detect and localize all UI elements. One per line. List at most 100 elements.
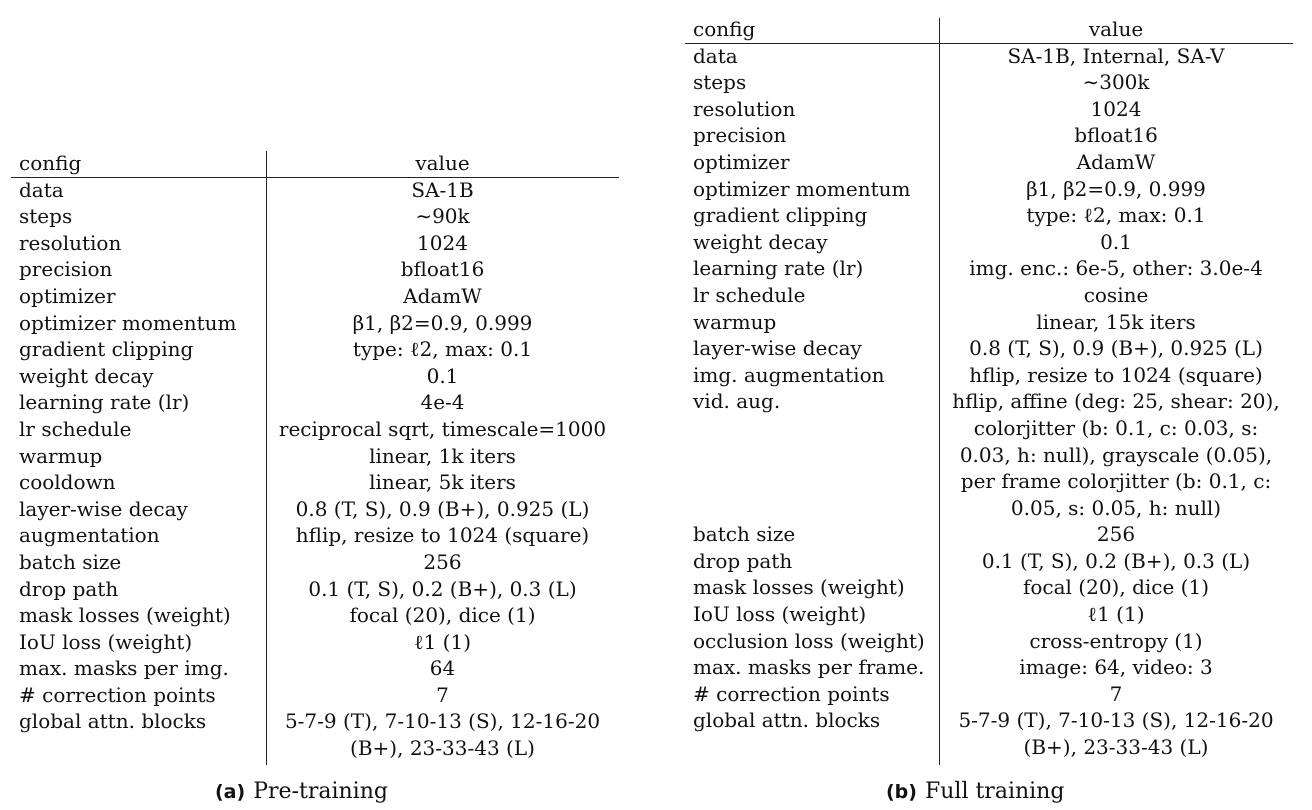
config-value: 7 — [436, 682, 449, 707]
table-row: data SA-1B — [11, 177, 619, 204]
config-key: resolution — [19, 230, 122, 255]
table-row: optimizer momentum β1, β2=0.9, 0.999 — [11, 310, 619, 337]
config-key: steps — [19, 204, 73, 229]
config-value: 0.1 — [426, 363, 459, 388]
table-body: data SA-1B steps ∼90k resolution 1024 precisio… — [11, 177, 619, 762]
config-key: IoU loss (weight) — [693, 602, 867, 627]
table-row: data SA-1B, Internal, SA-V — [685, 43, 1293, 70]
config-key: drop path — [19, 576, 119, 601]
config-key: data — [693, 43, 738, 68]
config-key: layer-wise decay — [19, 496, 188, 521]
config-key — [685, 468, 939, 495]
column-divider — [939, 18, 941, 765]
table-row: resolution 1024 — [11, 230, 619, 257]
config-key — [685, 495, 939, 522]
table-row: img. augmentation hflip, resize to 1024 (… — [685, 362, 1293, 389]
config-key: gradient clipping — [693, 203, 868, 228]
config-key: img. augmentation — [693, 362, 885, 387]
table-full-training: config value data SA-1B, Internal, SA-V st… — [685, 16, 1293, 761]
config-key: lr schedule — [693, 282, 806, 307]
config-value: 0.03, h: null), grayscale (0.05), — [959, 442, 1273, 467]
config-value: per frame colorjitter (b: 0.1, c: — [960, 469, 1272, 494]
header-rule — [685, 43, 1293, 45]
table-row: optimizer AdamW — [11, 283, 619, 310]
config-key: max. masks per img. — [19, 656, 229, 681]
config-value: 0.05, s: 0.05, h: null) — [1010, 495, 1222, 520]
config-key: warmup — [19, 443, 103, 468]
config-key — [685, 442, 939, 469]
config-key: layer-wise decay — [693, 336, 862, 361]
caption-label: (a) — [215, 781, 246, 803]
config-value: cosine — [1083, 282, 1149, 307]
config-key — [11, 735, 266, 762]
config-value: 5-7-9 (T), 7-10-13 (S), 12-16-20 — [284, 709, 601, 734]
config-key: data — [19, 177, 64, 202]
config-value: hflip, resize to 1024 (square) — [295, 523, 590, 548]
config-value: linear, 1k iters — [369, 443, 516, 468]
header-config: config — [19, 151, 82, 175]
caption-text: Full training — [924, 779, 1065, 804]
config-value: image: 64, video: 3 — [1019, 655, 1213, 680]
table-row: drop path 0.1 (T, S), 0.2 (B+), 0.3 (L) — [11, 576, 619, 603]
config-value: 256 — [423, 549, 462, 574]
table-row: warmup linear, 1k iters — [11, 443, 619, 470]
config-key: weight decay — [693, 229, 828, 254]
config-value: hflip, resize to 1024 (square) — [969, 362, 1263, 387]
config-key: augmentation — [19, 523, 160, 548]
table-row: mask losses (weight) focal (20), dice (1) — [685, 574, 1293, 601]
config-key: learning rate (lr) — [19, 390, 190, 415]
table-header: config value — [685, 16, 1293, 43]
config-value: 1024 — [417, 230, 468, 255]
table-row: warmup linear, 15k iters — [685, 309, 1293, 336]
table-row: augmentation hflip, resize to 1024 (squar… — [11, 522, 619, 549]
config-value: 0.1 (T, S), 0.2 (B+), 0.3 (L) — [981, 548, 1251, 573]
config-key: warmup — [693, 309, 777, 334]
config-value: 0.1 — [1100, 229, 1132, 254]
header-config: config — [693, 17, 756, 41]
table-row: gradient clipping type: ℓ2, max: 0.1 — [11, 336, 619, 363]
table-row: optimizer momentum β1, β2=0.9, 0.999 — [685, 176, 1293, 203]
config-value: AdamW — [1076, 149, 1156, 174]
table-row: weight decay 0.1 — [11, 363, 619, 390]
caption-text: Pre-training — [253, 779, 388, 804]
config-key: # correction points — [19, 682, 216, 707]
table-row: lr schedule cosine — [685, 282, 1293, 309]
table-body: data SA-1B, Internal, SA-V steps ∼300k resol… — [685, 43, 1293, 761]
config-value: linear, 15k iters — [1036, 309, 1196, 334]
config-value: 5-7-9 (T), 7-10-13 (S), 12-16-20 — [958, 708, 1274, 733]
config-value: SA-1B — [411, 177, 474, 202]
config-value: AdamW — [403, 283, 482, 308]
config-value: SA-1B, Internal, SA-V — [1007, 43, 1225, 68]
config-value: focal (20), dice (1) — [349, 603, 536, 628]
config-value: β1, β2=0.9, 0.999 — [1026, 176, 1206, 201]
table-row: IoU loss (weight) ℓ1 (1) — [11, 629, 619, 656]
config-key: optimizer momentum — [693, 176, 911, 201]
table-row: precision bfloat16 — [685, 122, 1293, 149]
table-header: config value — [11, 150, 619, 177]
config-value: type: ℓ2, max: 0.1 — [352, 337, 533, 362]
header-value: value — [415, 151, 470, 175]
table-row: steps ∼300k — [685, 69, 1293, 96]
config-value: linear, 5k iters — [369, 470, 516, 495]
table-row: gradient clipping type: ℓ2, max: 0.1 — [685, 202, 1293, 229]
caption-pre-training: (a) Pre-training — [215, 779, 388, 804]
config-key: precision — [693, 123, 787, 148]
table-row: cooldown linear, 5k iters — [11, 469, 619, 496]
config-key: mask losses (weight) — [19, 603, 231, 628]
table-row: layer-wise decay 0.8 (T, S), 0.9 (B+), 0.… — [11, 496, 619, 523]
table-row: mask losses (weight) focal (20), dice (1) — [11, 602, 619, 629]
config-value: ∼300k — [1082, 70, 1150, 95]
table-row: max. masks per img. 64 — [11, 655, 619, 682]
config-key: optimizer — [693, 149, 790, 174]
table-row: occlusion loss (weight) cross-entropy (1) — [685, 628, 1293, 655]
column-divider — [266, 151, 268, 765]
config-key: drop path — [693, 548, 793, 573]
config-value: 4e-4 — [420, 390, 465, 415]
config-key: optimizer momentum — [19, 310, 237, 335]
config-key: occlusion loss (weight) — [693, 628, 925, 653]
table-row: 0.03, h: null), grayscale (0.05), — [685, 442, 1293, 469]
config-value: focal (20), dice (1) — [1022, 575, 1209, 600]
config-value: img. enc.: 6e-5, other: 3.0e-4 — [969, 256, 1263, 281]
config-value: ∼90k — [415, 204, 470, 229]
table-pre-training: config value data SA-1B steps ∼90k resolutio… — [11, 150, 619, 762]
